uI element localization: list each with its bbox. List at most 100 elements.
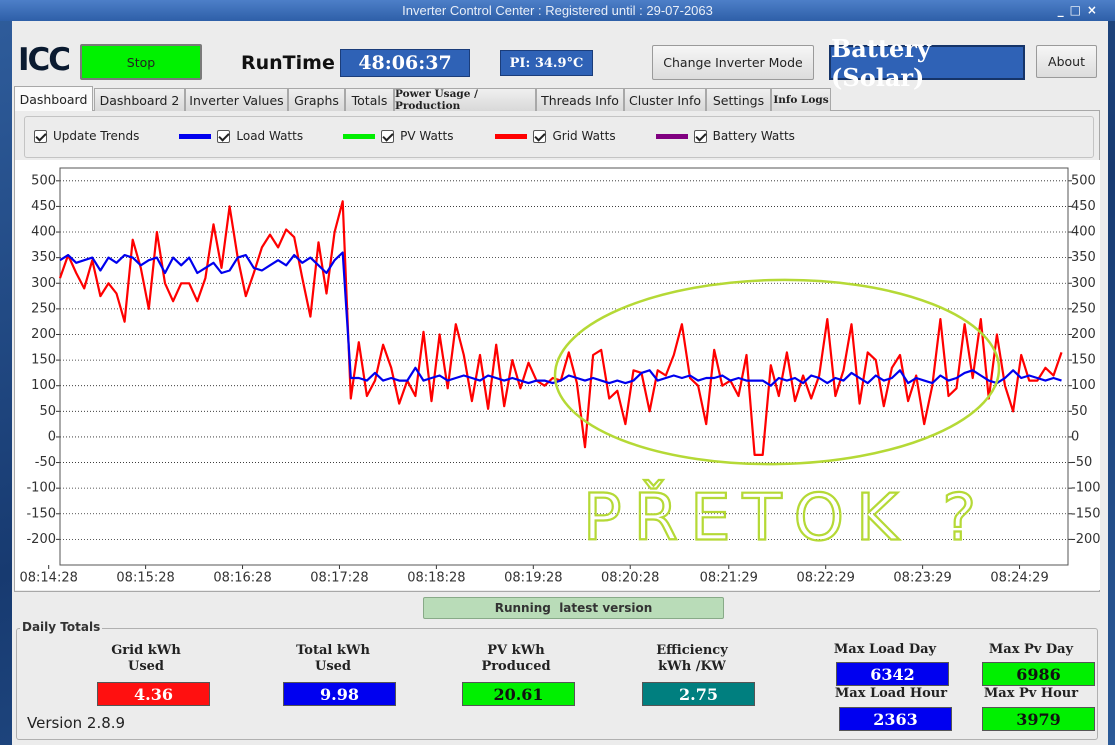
x-tick-label: 08:17:28 [310,571,368,586]
y-tick-label: -200 [26,532,56,547]
tab[interactable]: Totals [345,88,394,111]
y-tick-label: 50 [39,404,56,419]
x-tick-label: 08:18:28 [407,571,465,586]
x-tick-label: 08:19:28 [504,571,562,586]
y2-tick-label: 50 [1071,404,1088,419]
version: Version 2.8.9 [27,714,126,732]
y2-tick-label: 150 [1071,353,1096,368]
checkbox[interactable] [34,129,47,143]
legend-label: PV Watts [400,129,454,143]
change-mode-button[interactable]: Change Inverter Mode [652,45,814,80]
y2-tick-label: 0 [1071,429,1079,444]
label-line: Total kWh [296,643,370,658]
y-tick-label: -100 [26,481,56,496]
tab[interactable]: Dashboard 2 [94,88,185,111]
legend-swatch [343,133,376,139]
y-tick-label: 200 [31,327,56,342]
annotation-circle [553,278,1001,466]
logo: ICC [18,42,71,78]
max-value: 3979 [982,707,1095,731]
y-tick-label: 450 [31,199,56,214]
x-tick-label: 08:16:28 [213,571,271,586]
total-label: Grid kWh Used [66,643,226,675]
x-tick-label: 08:15:28 [116,571,174,586]
x-tick-label: 08:24:29 [990,571,1048,586]
y-tick-label: 250 [31,301,56,316]
checkbox[interactable] [217,129,231,143]
y2-tick-label: 250 [1071,301,1096,316]
legend: Update Trends Load Watts PV Watts Grid Wat… [34,127,795,145]
y-tick-label: 300 [31,276,56,291]
y2-tick-label: 400 [1071,225,1096,240]
plot-frame [59,167,1069,566]
stop-button[interactable]: Stop [80,44,202,80]
y2-tick-label: 100 [1071,378,1096,393]
y2-tick-label: 200 [1071,327,1096,342]
y2-tick-label: 500 [1071,173,1096,188]
about-button[interactable]: About [1036,45,1097,78]
max-value: 6986 [982,662,1095,686]
label-line: Used [127,659,165,674]
y-tick-label: 150 [31,353,56,368]
daily-totals-frame [16,628,1098,740]
y-tick-label: 0 [48,429,56,444]
legend-swatch [655,133,688,139]
y-tick-label: 350 [31,250,56,265]
label-line: Used [314,659,352,674]
y-tick-label: 400 [31,225,56,240]
y-tick-label: -50 [35,455,56,470]
y2-tick-label: 450 [1071,199,1096,214]
x-tick-label: 08:22:29 [796,571,854,586]
tab[interactable]: Cluster Info [624,88,706,111]
y2-tick-label: -100 [1071,481,1100,496]
label-line: PV kWh [487,643,545,658]
total-label: Total kWh Used [253,643,413,675]
legend-label: Grid Watts [552,129,616,143]
toggle-label: Update Trends [53,129,140,143]
total-value: 2.75 [642,682,755,706]
label-line: Produced [481,659,551,674]
x-tick-label: 08:20:28 [601,571,659,586]
y2-tick-label: -200 [1071,532,1100,547]
total-value: 20.61 [462,682,575,706]
tab[interactable]: Inverter Values [185,88,288,111]
total-value: 9.98 [283,682,396,706]
max-label: Max Pv Day [988,642,1074,657]
daily-totals-title: Daily Totals [20,620,103,634]
tab[interactable]: Dashboard [14,86,93,111]
y2-tick-label: -50 [1071,455,1092,470]
x-tick-label: 08:23:29 [893,571,951,586]
pi-temp: PI: 34.9°C [500,50,593,76]
window-controls[interactable]: _□× [1057,3,1103,17]
checkbox[interactable] [693,129,707,143]
legend-label: Load Watts [236,129,304,143]
total-label: PV kWh Produced [436,643,596,675]
tab[interactable]: Threads Info [536,88,624,111]
tab[interactable]: Power Usage / Production [394,88,536,112]
max-value: 2363 [839,707,952,731]
runtime-value: 48:06:37 [340,49,470,77]
mode-display: Battery (Solar) [829,34,1025,92]
tab[interactable]: Settings [706,88,771,111]
title-bar: Inverter Control Center : Registered unt… [0,0,1115,21]
series-line [59,251,1062,387]
y-tick-label: 500 [31,173,56,188]
total-value: 4.36 [97,682,210,706]
series-line [58,200,1063,456]
tab[interactable]: Info Logs [771,88,831,111]
total-label: Efficiency kWh /KW [612,643,772,675]
checkbox[interactable] [533,129,547,143]
max-value: 6342 [836,662,949,686]
chart: -200 -200 -150 -150 -100 -100 -50 -50 0 0 50 50 100 1… [15,160,1100,590]
status-bar: Running latest version [423,597,724,619]
label-line: Efficiency [656,643,728,658]
y2-tick-label: -150 [1071,506,1100,521]
window-title: Inverter Control Center : Registered unt… [402,3,713,18]
checkbox[interactable] [381,129,395,143]
label-line: Grid kWh [111,643,181,658]
y-tick-label: -150 [26,506,56,521]
tab[interactable]: Graphs [288,88,345,111]
x-tick-label: 08:21:29 [700,571,758,586]
label-line: kWh /KW [658,659,726,674]
